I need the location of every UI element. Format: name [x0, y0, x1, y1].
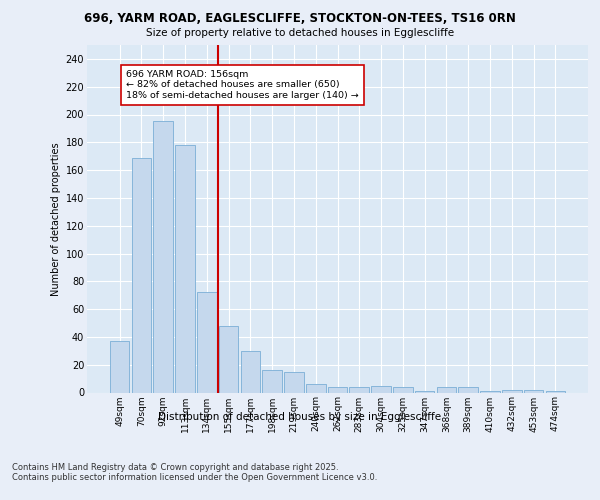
Bar — [241, 351, 260, 393]
Text: 696 YARM ROAD: 156sqm
← 82% of detached houses are smaller (650)
18% of semi-det: 696 YARM ROAD: 156sqm ← 82% of detached … — [126, 70, 359, 100]
Bar — [219, 326, 238, 392]
Y-axis label: Number of detached properties: Number of detached properties — [52, 142, 61, 296]
Bar — [328, 387, 347, 392]
Bar — [175, 145, 195, 392]
Bar — [110, 341, 130, 392]
Bar — [458, 387, 478, 392]
Text: Contains HM Land Registry data © Crown copyright and database right 2025.
Contai: Contains HM Land Registry data © Crown c… — [12, 462, 377, 482]
Bar — [545, 391, 565, 392]
Bar — [306, 384, 326, 392]
Bar — [349, 387, 369, 392]
Bar — [197, 292, 217, 392]
Bar — [131, 158, 151, 392]
Bar — [371, 386, 391, 392]
Bar — [262, 370, 282, 392]
Bar — [154, 122, 173, 392]
Bar — [502, 390, 521, 392]
Text: Size of property relative to detached houses in Egglescliffe: Size of property relative to detached ho… — [146, 28, 454, 38]
Bar — [284, 372, 304, 392]
Bar — [437, 387, 456, 392]
Bar — [415, 391, 434, 392]
Bar — [524, 390, 544, 392]
Text: 696, YARM ROAD, EAGLESCLIFFE, STOCKTON-ON-TEES, TS16 0RN: 696, YARM ROAD, EAGLESCLIFFE, STOCKTON-O… — [84, 12, 516, 26]
Bar — [393, 387, 413, 392]
Bar — [480, 391, 500, 392]
Text: Distribution of detached houses by size in Egglescliffe: Distribution of detached houses by size … — [158, 412, 442, 422]
